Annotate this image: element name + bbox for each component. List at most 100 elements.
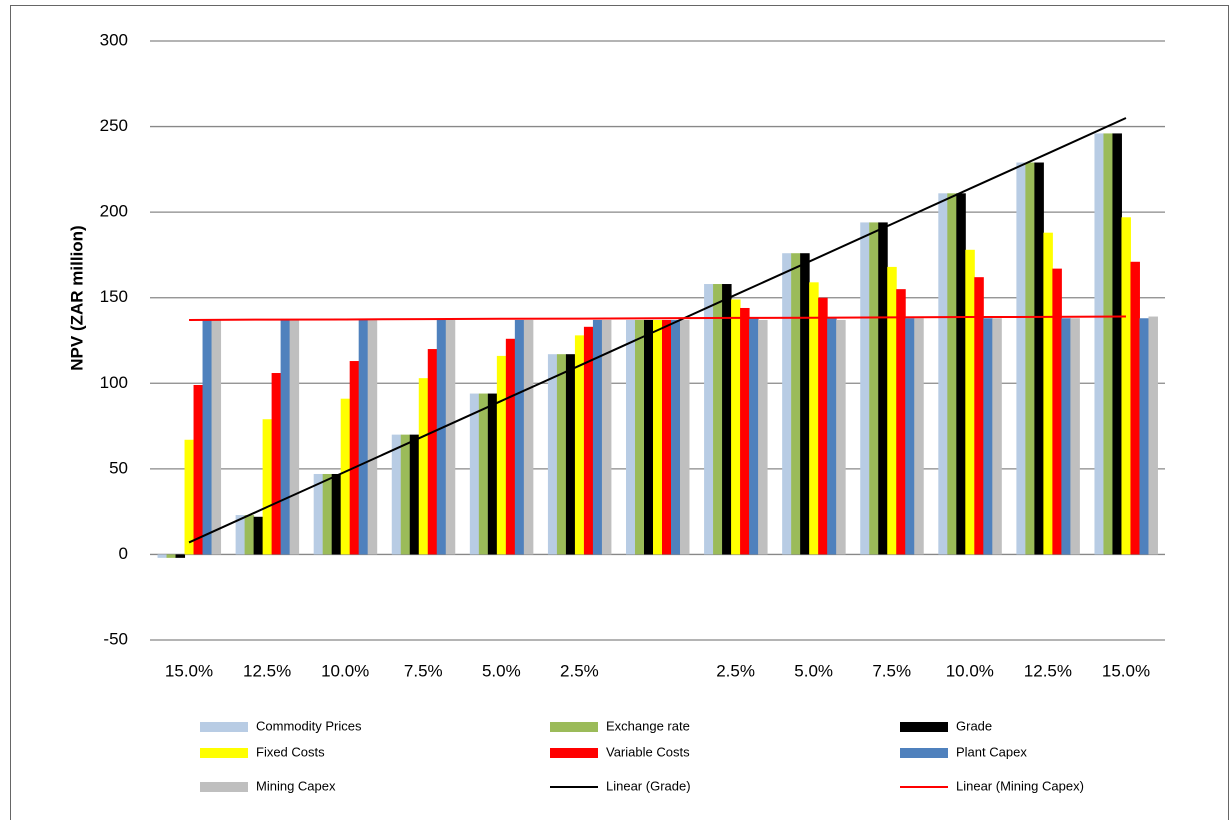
- bar: [262, 419, 273, 555]
- bar: [1094, 133, 1104, 555]
- y-axis-label: NPV (ZAR million): [67, 225, 86, 370]
- bar: [671, 319, 681, 555]
- bar: [740, 307, 750, 555]
- bar: [583, 326, 594, 555]
- bar: [574, 335, 585, 555]
- bar: [280, 319, 291, 555]
- x-tick-label: 5.0%: [794, 661, 833, 680]
- x-tick-label: 2.5%: [716, 661, 755, 680]
- bar: [731, 299, 741, 555]
- bar: [469, 393, 480, 555]
- bar: [635, 319, 645, 555]
- bar: [505, 338, 516, 555]
- legend-label: Linear (Mining Capex): [956, 778, 1084, 793]
- bar: [1052, 268, 1062, 555]
- legend-label: Variable Costs: [606, 744, 690, 759]
- x-tick-label: 5.0%: [482, 661, 521, 680]
- x-tick-label: 2.5%: [560, 661, 599, 680]
- bar: [680, 319, 690, 555]
- bar: [427, 349, 438, 555]
- x-tick-label: 7.5%: [404, 661, 443, 680]
- legend-swatch: [200, 722, 248, 732]
- bar: [313, 473, 324, 555]
- bar: [322, 473, 333, 555]
- y-tick-label: 300: [100, 30, 128, 49]
- bar: [235, 515, 246, 555]
- bar: [965, 249, 975, 555]
- bar: [713, 284, 723, 555]
- bar: [800, 253, 810, 555]
- bar: [992, 318, 1002, 555]
- bar: [1043, 232, 1053, 555]
- bar: [565, 354, 576, 555]
- x-tick-label: 15.0%: [1102, 661, 1150, 680]
- bar: [166, 554, 177, 558]
- bar: [436, 319, 447, 555]
- bar: [983, 318, 993, 555]
- bar: [626, 319, 636, 555]
- bar: [340, 398, 351, 555]
- bar: [478, 393, 489, 555]
- bar: [193, 384, 204, 555]
- bar: [202, 319, 213, 555]
- y-tick-label: 100: [100, 373, 128, 392]
- x-tick-label: 12.5%: [1024, 661, 1072, 680]
- bar: [445, 319, 456, 555]
- y-tick-label: 150: [100, 287, 128, 306]
- bar: [947, 193, 957, 555]
- bar: [487, 393, 498, 555]
- bar: [1130, 261, 1140, 555]
- bar: [1034, 162, 1044, 555]
- bar: [1016, 162, 1026, 555]
- bar: [418, 378, 429, 555]
- bar: [938, 193, 948, 555]
- x-tick-label: 15.0%: [165, 661, 213, 680]
- y-tick-label: -50: [103, 629, 128, 648]
- bar: [184, 439, 195, 555]
- bar: [749, 318, 759, 555]
- bar: [253, 516, 264, 555]
- legend-label: Plant Capex: [956, 744, 1027, 759]
- bar: [601, 319, 612, 555]
- x-tick-label: 12.5%: [243, 661, 291, 680]
- bar: [1121, 217, 1131, 555]
- y-tick-label: 0: [119, 544, 128, 563]
- bar: [791, 253, 801, 555]
- bar: [827, 318, 837, 555]
- bar: [974, 277, 984, 555]
- bar: [644, 319, 654, 555]
- x-tick-label: 10.0%: [946, 661, 994, 680]
- bar: [496, 355, 507, 555]
- bar: [1103, 133, 1113, 555]
- bar: [887, 266, 897, 555]
- legend-swatch: [200, 782, 248, 792]
- bar: [1148, 316, 1158, 555]
- bar: [289, 319, 300, 555]
- bar: [391, 434, 402, 555]
- bar: [1112, 133, 1122, 555]
- bar: [547, 354, 558, 555]
- trend-line: [188, 117, 1127, 544]
- bar: [809, 282, 819, 555]
- bar: [400, 434, 411, 555]
- bar: [869, 222, 879, 555]
- bar: [1139, 318, 1149, 555]
- bar: [860, 222, 870, 555]
- bar: [367, 319, 378, 555]
- legend-swatch: [900, 722, 948, 732]
- bar: [704, 284, 714, 555]
- bar: [331, 473, 342, 555]
- legend-swatch: [550, 722, 598, 732]
- bar: [836, 319, 846, 555]
- bar: [244, 515, 255, 555]
- bar: [349, 361, 360, 555]
- bar: [914, 318, 924, 555]
- trend-line: [189, 315, 1126, 321]
- bar: [782, 253, 792, 555]
- x-tick-label: 7.5%: [872, 661, 911, 680]
- x-tick-label: 10.0%: [321, 661, 369, 680]
- bar: [211, 319, 222, 555]
- y-tick-label: 200: [100, 202, 128, 221]
- bar: [271, 373, 282, 555]
